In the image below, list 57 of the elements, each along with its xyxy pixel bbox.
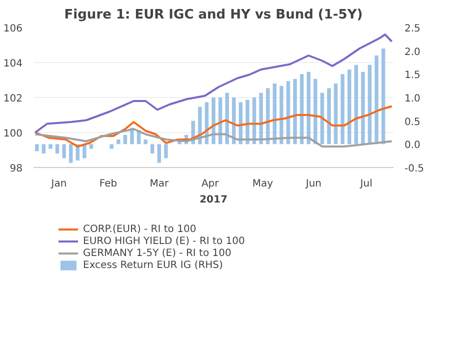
x-tick-label: May [252, 178, 274, 190]
chart-title: Figure 1: EUR IGC and HY vs Bund (1-5Y) [64, 8, 363, 22]
bar [62, 144, 66, 158]
y2-tick-label: 2.0 [404, 46, 420, 58]
legend-label: Excess Return EUR IG (RHS) [83, 259, 223, 271]
y-tick-label: 104 [3, 58, 23, 70]
x-axis-title: 2017 [200, 194, 228, 206]
legend-label: GERMANY 1-5Y (E) - RI to 100 [83, 247, 232, 259]
bar [110, 144, 114, 149]
legend-label: CORP.(EUR) - RI to 100 [83, 223, 196, 235]
y-tick-label: 102 [3, 94, 23, 104]
bar [89, 144, 94, 149]
bar [361, 72, 365, 144]
line-series [34, 34, 393, 134]
x-tick-label: Feb [99, 178, 118, 190]
bar [55, 144, 60, 154]
y2-tick-label: -0.5 [404, 164, 424, 174]
legend-label: EURO HIGH YIELD (E) - RI to 100 [83, 235, 245, 247]
x-tick-label: Jul [359, 178, 372, 190]
y2-tick-label: 0.0 [404, 140, 420, 152]
bar [327, 88, 331, 144]
bar [347, 70, 352, 144]
bar [42, 144, 46, 154]
bar [314, 78, 318, 144]
bar [280, 86, 284, 144]
x-tick-label: Jun [304, 178, 322, 190]
bar [246, 100, 250, 144]
bar [164, 144, 168, 158]
bar [354, 64, 358, 144]
bar [225, 92, 229, 144]
bar [293, 78, 297, 144]
y-tick-label: 98 [10, 164, 23, 174]
bar [374, 56, 378, 144]
y2-tick-label: 1.5 [404, 70, 420, 82]
bar [212, 98, 216, 144]
y2-tick-label: 0.5 [404, 116, 420, 128]
bar [68, 144, 73, 163]
bar [35, 144, 39, 152]
y-tick-label: 100 [3, 128, 23, 140]
bar [144, 140, 148, 144]
x-tick-label: Jan [50, 178, 67, 190]
bar [157, 144, 162, 163]
bar [306, 72, 310, 144]
bar [334, 84, 338, 144]
bar [259, 92, 263, 144]
bar [48, 144, 52, 149]
line-series [34, 128, 393, 148]
bar [340, 74, 344, 144]
x-tick-label: Apr [201, 178, 220, 190]
line-series [34, 105, 393, 148]
y2-tick-label: 2.5 [404, 24, 420, 34]
bar [123, 134, 128, 144]
y-tick-label: 106 [3, 24, 23, 34]
bar [116, 140, 120, 144]
x-tick-label: Mar [150, 178, 170, 190]
bar [150, 144, 154, 154]
y2-tick-label: 1.0 [404, 94, 420, 104]
